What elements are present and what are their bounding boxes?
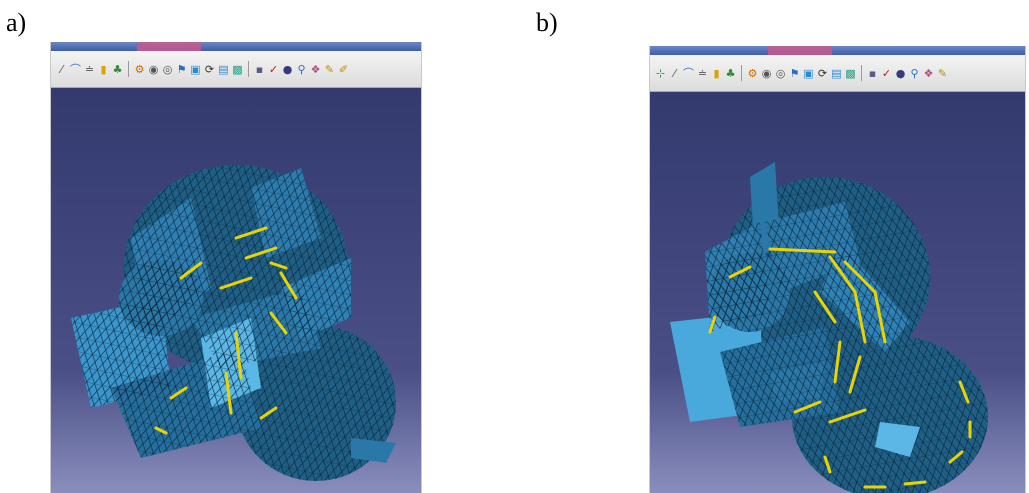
panel-label-b: b) (536, 8, 558, 37)
zoom-icon[interactable]: ⚲ (297, 62, 306, 76)
toolbar-separator (248, 61, 249, 77)
brush-icon[interactable]: ✐ (338, 62, 349, 76)
grid-icon[interactable]: ❖ (310, 62, 321, 76)
mesh-icon[interactable]: ◉ (148, 62, 159, 76)
curve-tool-icon[interactable]: ⌒ (70, 62, 81, 76)
viewer-window-a[interactable]: ⁄ ⌒ ≐ ▮ ♣ ⚙ ◉ ◎ ⚑ ▣ ⟳ ▤ ▩ ▪ ✓ ● ⚲ ❖ ✎ ✐ (50, 42, 422, 493)
pencil-icon[interactable]: ✎ (324, 62, 335, 76)
title-bar (650, 46, 1025, 55)
view-icon[interactable]: ▤ (831, 66, 842, 80)
check-icon[interactable]: ✓ (268, 62, 279, 76)
viewer-window-b[interactable]: ⊹ ⁄ ⌒ ≐ ▮ ♣ ⚙ ◉ ◎ ⚑ ▣ ⟳ ▤ ▩ ▪ ✓ ● ⚲ ❖ ✎ (649, 46, 1026, 493)
check-icon[interactable]: ✓ (881, 66, 892, 80)
pin-icon[interactable]: ⁄ (673, 66, 676, 80)
zoom-icon[interactable]: ⚲ (910, 66, 919, 80)
grid-icon[interactable]: ❖ (923, 66, 934, 80)
force-arrows-a (154, 226, 298, 435)
title-bar (51, 42, 421, 51)
toolbar-b: ⊹ ⁄ ⌒ ≐ ▮ ♣ ⚙ ◉ ◎ ⚑ ▣ ⟳ ▤ ▩ ▪ ✓ ● ⚲ ❖ ✎ (650, 55, 1025, 92)
settings-icon[interactable]: ◎ (775, 66, 786, 80)
pin-icon[interactable]: ⁄ (60, 62, 63, 76)
toolbar-separator (741, 65, 742, 81)
mesh-viewport-b[interactable] (650, 92, 1025, 493)
sphere-icon[interactable]: ● (895, 66, 906, 80)
panel-label-a: a) (6, 8, 27, 37)
gear-icon[interactable]: ⚙ (134, 62, 145, 76)
mesh-icon[interactable]: ◉ (761, 66, 772, 80)
small-box-icon[interactable]: ▪ (255, 62, 264, 76)
rotate-icon[interactable]: ⟳ (204, 62, 215, 76)
toolbar-separator (861, 65, 862, 81)
measure-icon[interactable]: ≐ (84, 62, 95, 76)
pencil-icon[interactable]: ✎ (937, 66, 948, 80)
chart-icon[interactable]: ▮ (100, 62, 107, 76)
small-box-icon[interactable]: ▪ (868, 66, 877, 80)
frame-icon[interactable]: ▣ (803, 66, 814, 80)
mesh-viewport-a[interactable] (51, 88, 421, 493)
box-icon[interactable]: ▩ (845, 66, 856, 80)
sphere-icon[interactable]: ● (282, 62, 293, 76)
impeller-model-b (670, 162, 988, 493)
palette-icon[interactable]: ♣ (725, 66, 736, 80)
curve-tool-icon[interactable]: ⌒ (683, 66, 694, 80)
rotate-icon[interactable]: ⟳ (817, 66, 828, 80)
frame-icon[interactable]: ▣ (190, 62, 201, 76)
box-icon[interactable]: ▩ (232, 62, 243, 76)
measure-icon[interactable]: ≐ (697, 66, 708, 80)
gear-icon[interactable]: ⚙ (747, 66, 758, 80)
toolbar-separator (128, 61, 129, 77)
palette-icon[interactable]: ♣ (112, 62, 123, 76)
chart-icon[interactable]: ▮ (713, 66, 720, 80)
view-icon[interactable]: ▤ (218, 62, 229, 76)
toolbar-a: ⁄ ⌒ ≐ ▮ ♣ ⚙ ◉ ◎ ⚑ ▣ ⟳ ▤ ▩ ▪ ✓ ● ⚲ ❖ ✎ ✐ (51, 51, 421, 88)
dimension-icon[interactable]: ⊹ (655, 66, 666, 80)
force-arrows-b (708, 247, 972, 489)
flag-icon[interactable]: ⚑ (176, 62, 187, 76)
flag-icon[interactable]: ⚑ (789, 66, 800, 80)
settings-icon[interactable]: ◎ (162, 62, 173, 76)
